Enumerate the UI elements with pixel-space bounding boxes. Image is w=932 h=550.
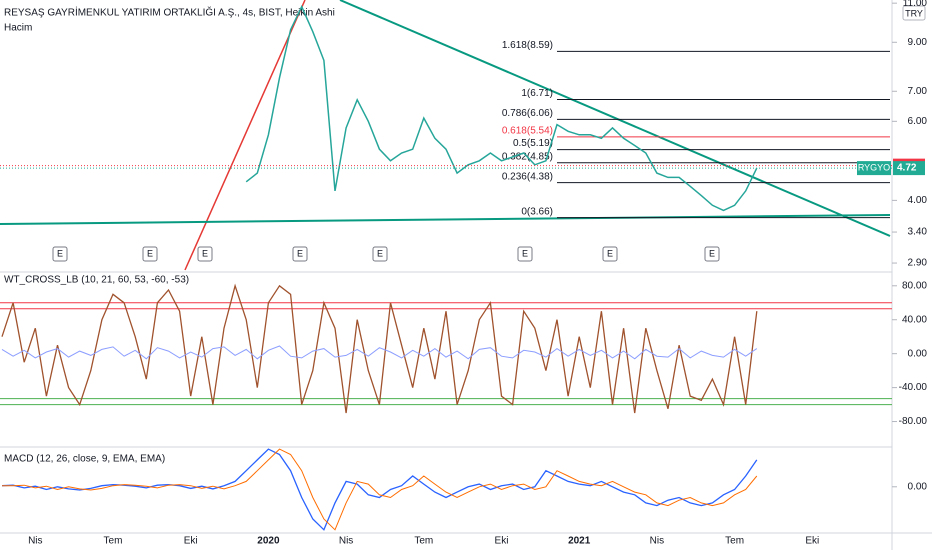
earnings-icon[interactable] — [142, 246, 158, 262]
currency: TRY — [905, 8, 923, 18]
symbol-tag-name: RYGYO — [858, 162, 890, 172]
x-tick-label: Tem — [725, 536, 744, 547]
fib-label: 0.786(6.06) — [502, 108, 553, 119]
price-tag — [893, 161, 925, 176]
x-tick-label: 2021 — [568, 536, 591, 547]
trend-line — [184, 0, 306, 271]
earnings-icon[interactable] — [197, 246, 213, 262]
volume-label: Hacim — [4, 23, 32, 34]
symbol-title: REYSAŞ GAYRİMENKUL YATIRIM ORTAKLIĞI A.Ş… — [4, 6, 335, 19]
y-tick-label: 9.00 — [908, 37, 928, 48]
y-tick-label: 7.00 — [908, 86, 928, 97]
trend-line — [339, 0, 891, 237]
fib-label: 0.236(4.38) — [502, 171, 553, 182]
fib-label: 0(3.66) — [521, 206, 553, 217]
earnings-icon[interactable] — [602, 246, 618, 262]
earnings-label: E — [377, 248, 383, 258]
earnings-icon[interactable] — [52, 246, 68, 262]
series-line — [1, 448, 758, 531]
x-tick-label: Eki — [184, 536, 198, 547]
indicator-title: MACD (12, 26, close, 9, EMA, EMA) — [4, 454, 165, 465]
price-tag-value: 4.72 — [897, 163, 917, 174]
series-line — [1, 345, 758, 360]
series-line — [245, 4, 758, 212]
fib-label: 0.618(5.54) — [502, 126, 553, 137]
y-tick-label: 4.00 — [908, 195, 928, 206]
earnings-icon[interactable] — [372, 246, 388, 262]
earnings-label: E — [607, 248, 613, 258]
trend-line — [0, 214, 891, 225]
fib-label: 1(6.71) — [521, 88, 553, 99]
earnings-icon[interactable] — [292, 246, 308, 262]
fib-label: 1.618(8.59) — [502, 40, 553, 51]
y-tick-label: -80.00 — [899, 416, 928, 427]
y-tick-label: 80.00 — [902, 280, 927, 291]
x-tick-label: Tem — [414, 536, 433, 547]
series-line — [1, 283, 758, 414]
earnings-label: E — [709, 248, 715, 258]
x-tick-label: 2020 — [257, 536, 280, 547]
symbol-tag — [857, 161, 891, 176]
fib-label: 0.5(5.19) — [513, 138, 553, 149]
x-tick-label: Eki — [495, 536, 509, 547]
y-tick-label: 0.00 — [908, 348, 928, 359]
earnings-label: E — [57, 248, 63, 258]
y-tick-label: 6.00 — [908, 116, 928, 127]
y-tick-label: 0.00 — [908, 481, 928, 492]
x-tick-label: Nis — [339, 536, 353, 547]
indicator-title: WT_CROSS_LB (10, 21, 60, 53, -60, -53) — [4, 275, 189, 286]
x-tick-label: Nis — [28, 536, 42, 547]
earnings-label: E — [297, 248, 303, 258]
earnings-label: E — [202, 248, 208, 258]
y-tick-label: 40.00 — [902, 314, 927, 325]
y-tick-label: 11.00 — [903, 0, 928, 9]
x-tick-label: Tem — [104, 536, 123, 547]
y-tick-label: -40.00 — [899, 382, 928, 393]
x-tick-label: Nis — [650, 536, 664, 547]
series-line — [2, 448, 758, 531]
earnings-icon[interactable] — [517, 246, 533, 262]
currency-box[interactable] — [902, 5, 926, 21]
earnings-icon[interactable] — [704, 246, 720, 262]
y-tick-label: 3.40 — [908, 227, 928, 238]
y-tick-label: 2.90 — [908, 258, 928, 269]
x-tick-label: Eki — [805, 536, 819, 547]
earnings-label: E — [522, 248, 528, 258]
earnings-label: E — [147, 248, 153, 258]
